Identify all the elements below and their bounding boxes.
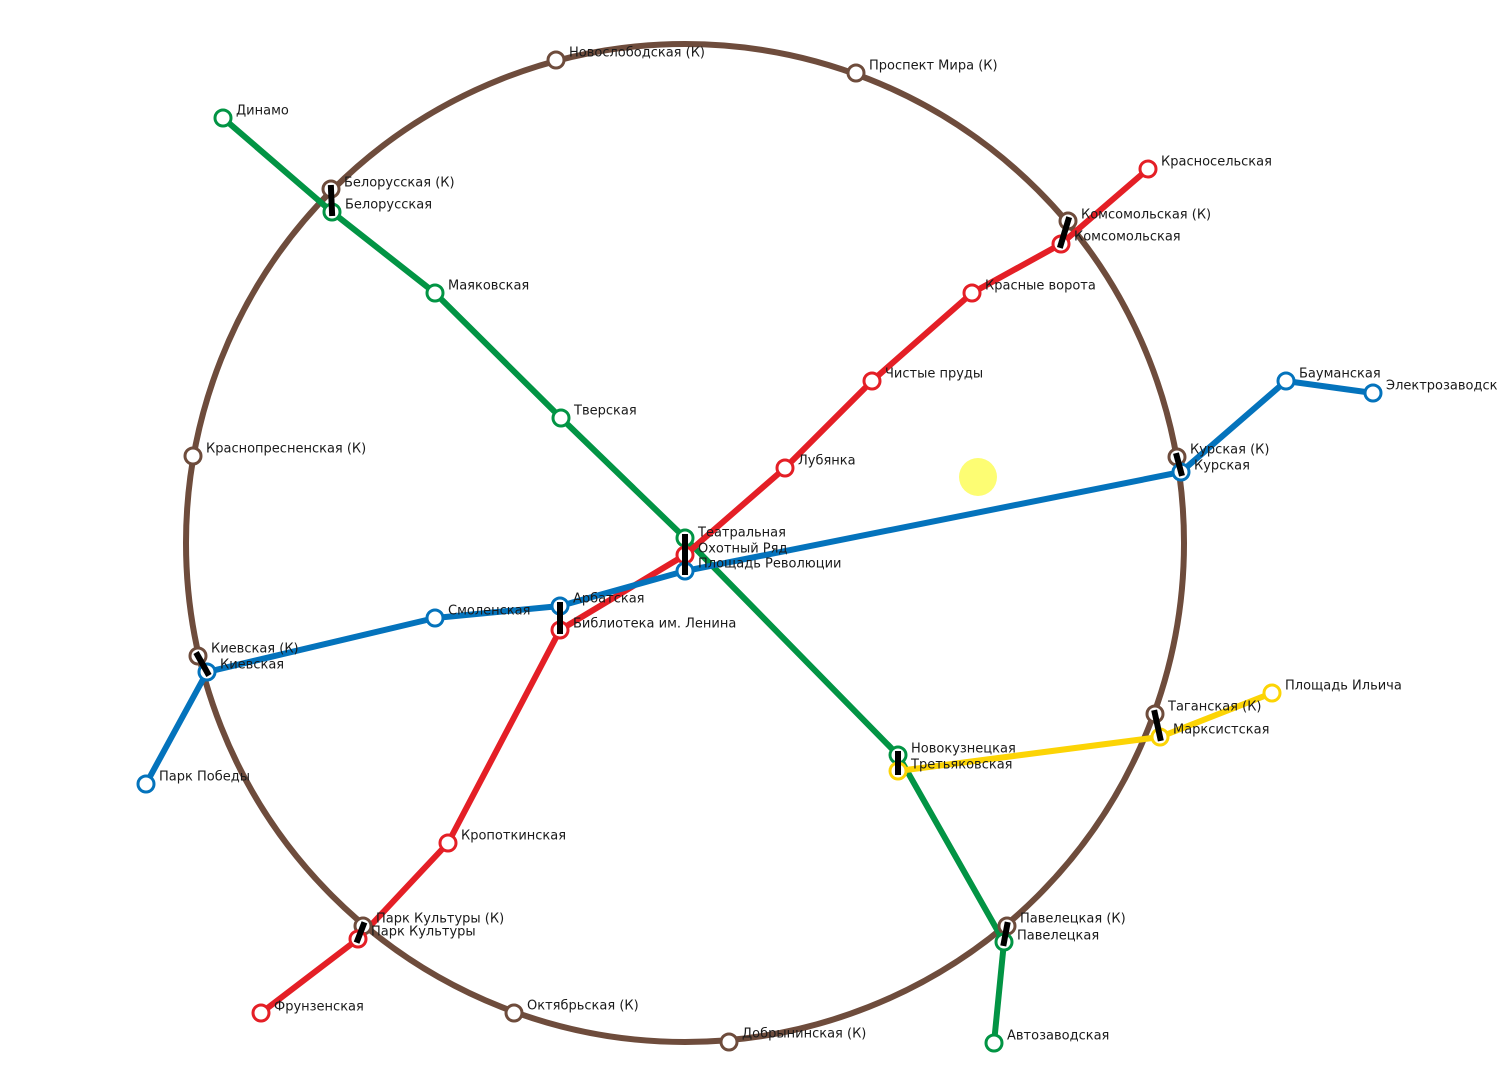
- station-label-oktyabrskaya-k: Октябрьская (К): [527, 999, 639, 1014]
- station-baumanskaya[interactable]: [1276, 371, 1296, 391]
- green-line-track: [220, 115, 1007, 1046]
- station-label-elektrozavodskaya: Электрозаводская: [1386, 379, 1497, 394]
- transfer-belorusskaya-k-belorusskaya: [327, 184, 336, 217]
- station-lubyanka[interactable]: [775, 458, 795, 478]
- station-label-ploshchad-ilicha: Площадь Ильича: [1285, 679, 1402, 694]
- transfer-kurskaya-k-kurskaya: [1173, 452, 1185, 477]
- station-krasnoselskaya[interactable]: [1138, 159, 1158, 179]
- transfer-park-kultury-k-park-kultury: [353, 921, 368, 944]
- station-label-dobryninskaya-k: Добрынинская (К): [742, 1027, 866, 1042]
- station-label-avtozavodskaya: Автозаводская: [1007, 1029, 1109, 1044]
- station-ploshchad-ilicha[interactable]: [1262, 683, 1282, 703]
- station-label-novoslobodskaya-k: Новослободская (К): [569, 46, 705, 61]
- station-label-lubyanka: Лубянка: [798, 454, 856, 469]
- station-novoslobodskaya-k[interactable]: [546, 50, 566, 70]
- station-label-tverskaya: Тверская: [573, 404, 637, 419]
- station-tverskaya[interactable]: [551, 408, 571, 428]
- station-label-arbatskaya: Арбатская: [573, 592, 645, 607]
- station-label-park-kultury: Парк Культуры: [371, 925, 476, 940]
- station-dinamo[interactable]: [213, 108, 233, 128]
- station-krasnopresnenskaya-k[interactable]: [183, 446, 203, 466]
- station-oktyabrskaya-k[interactable]: [504, 1003, 524, 1023]
- station-label-belorusskaya-k: Белорусская (К): [344, 176, 455, 191]
- station-label-teatralnaya: Театральная: [697, 526, 786, 541]
- cursor-highlight: [959, 458, 997, 496]
- station-label-frunzenskaya: Фрунзенская: [274, 1000, 364, 1015]
- station-label-prospekt-mira-k: Проспект Мира (К): [869, 59, 998, 74]
- station-label-kievskaya-k: Киевская (К): [211, 642, 299, 657]
- station-kropotkinskaya[interactable]: [438, 833, 458, 853]
- station-label-krasnopresnenskaya-k: Краснопресненская (К): [206, 442, 366, 457]
- station-mayakovskaya[interactable]: [425, 283, 445, 303]
- station-label-biblioteka-lenina: Библиотека им. Ленина: [573, 617, 736, 632]
- station-avtozavodskaya[interactable]: [984, 1033, 1004, 1053]
- station-label-paveletskaya: Павелецкая: [1017, 929, 1099, 944]
- station-prospekt-mira-k[interactable]: [846, 63, 866, 83]
- transfer-paveletskaya-k-paveletskaya: [1000, 921, 1011, 947]
- station-label-taganskaya-k: Таганская (К): [1167, 700, 1262, 715]
- station-label-kievskaya: Киевская: [220, 658, 284, 673]
- radial-lines: [143, 115, 1376, 1046]
- station-label-chistye-prudy: Чистые пруды: [885, 367, 983, 382]
- transfer-komsomolskaya-k-komsomolskaya: [1056, 216, 1073, 249]
- station-labels: Новослободская (К) Проспект Мира (К) Белор…: [159, 46, 1497, 1044]
- station-elektrozavodskaya[interactable]: [1363, 383, 1383, 403]
- station-label-kropotkinskaya: Кропоткинская: [461, 829, 566, 844]
- station-label-tretyakovskaya: Третьяковская: [910, 758, 1013, 773]
- station-park-pobedy[interactable]: [136, 774, 156, 794]
- ring-line: [183, 41, 1187, 1045]
- station-label-komsomolskaya-k: Комсомольская (К): [1081, 208, 1211, 223]
- station-label-baumanskaya: Бауманская: [1299, 367, 1381, 382]
- station-label-paveletskaya-k: Павелецкая (К): [1020, 912, 1126, 927]
- red-line-track: [258, 166, 1151, 1016]
- station-dobryninskaya-k[interactable]: [719, 1032, 739, 1052]
- station-label-novokuznetskaya: Новокузнецкая: [911, 742, 1016, 757]
- station-frunzenskaya[interactable]: [251, 1003, 271, 1023]
- station-label-ploshchad-revolyutsii: Площадь Революции: [698, 557, 841, 572]
- transfer-taganskaya-k-marksistskaya: [1151, 709, 1164, 742]
- station-label-smolenskaya: Смоленская: [448, 604, 530, 619]
- ring-line-track: [183, 41, 1187, 1045]
- station-label-kurskaya-k: Курская (К): [1190, 443, 1269, 458]
- station-label-park-kultury-k: Парк Культуры (К): [376, 912, 504, 927]
- stations: [136, 50, 1383, 1053]
- station-krasnye-vorota[interactable]: [962, 283, 982, 303]
- station-label-kurskaya: Курская: [1194, 459, 1250, 474]
- station-label-park-pobedy: Парк Победы: [159, 770, 250, 785]
- station-label-komsomolskaya: Комсомольская: [1074, 230, 1181, 245]
- station-label-okhotny-ryad: Охотный Ряд: [698, 542, 787, 557]
- station-label-krasnye-vorota: Красные ворота: [985, 279, 1096, 294]
- transfer-links: [193, 184, 1185, 947]
- station-label-dinamo: Динамо: [236, 104, 289, 119]
- station-chistye-prudy[interactable]: [862, 371, 882, 391]
- station-label-marksistskaya: Марксистская: [1173, 723, 1269, 738]
- station-label-belorusskaya: Белорусская: [345, 198, 432, 213]
- station-label-mayakovskaya: Маяковская: [448, 279, 529, 294]
- station-label-krasnoselskaya: Красносельская: [1161, 155, 1272, 170]
- blue-line-track: [143, 378, 1376, 787]
- transfer-kievskaya-k-kievskaya: [193, 651, 212, 677]
- station-smolenskaya[interactable]: [425, 608, 445, 628]
